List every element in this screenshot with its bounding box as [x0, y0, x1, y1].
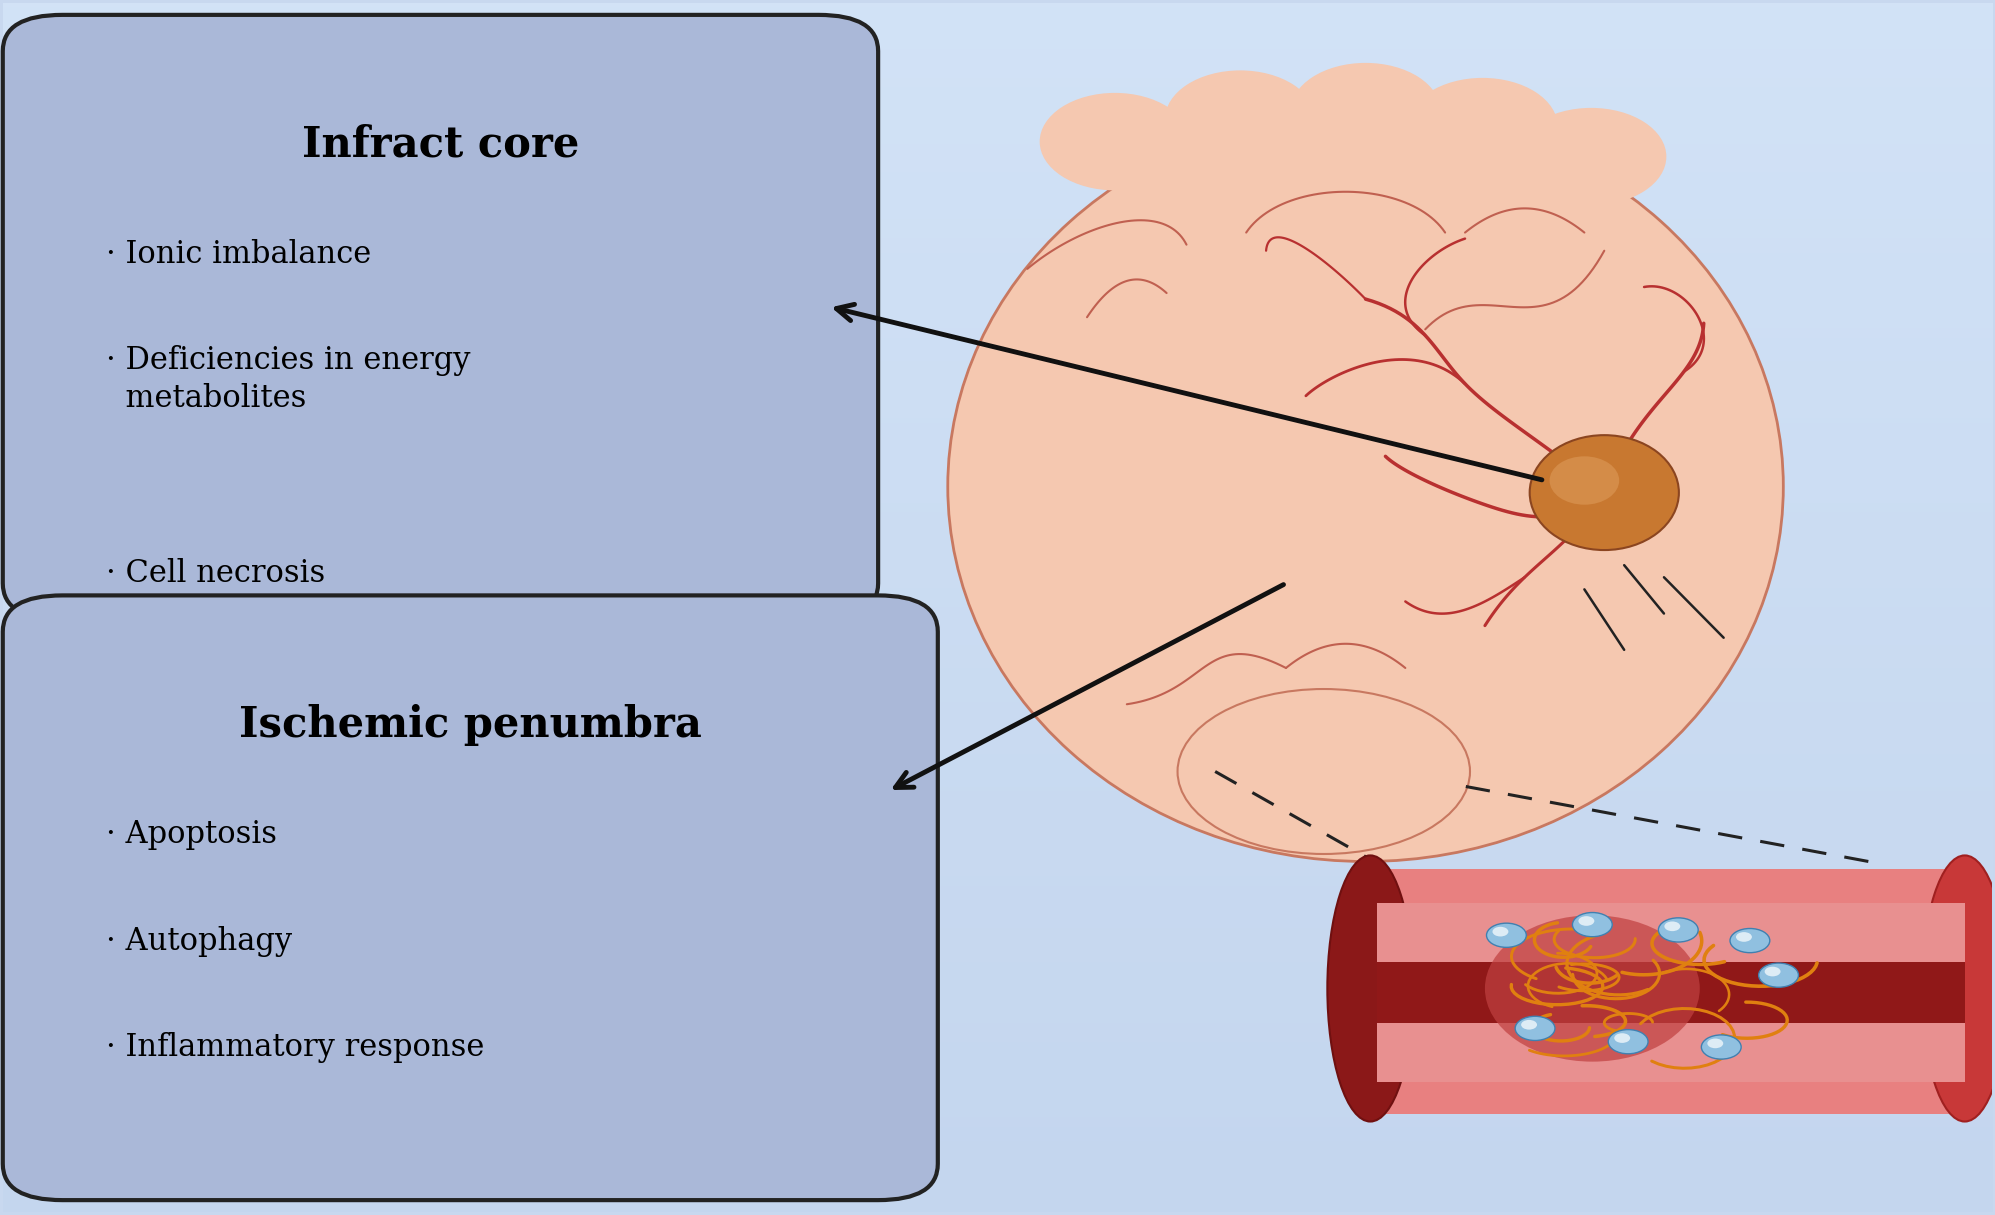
Ellipse shape [1177, 689, 1470, 854]
Circle shape [1520, 1019, 1536, 1029]
FancyBboxPatch shape [2, 595, 938, 1200]
Text: · Cell necrosis: · Cell necrosis [106, 558, 325, 589]
Circle shape [1614, 1033, 1630, 1042]
Ellipse shape [1039, 92, 1191, 191]
FancyBboxPatch shape [1377, 1023, 1965, 1081]
Text: · Ionic imbalance: · Ionic imbalance [106, 238, 371, 270]
Circle shape [1708, 1039, 1724, 1049]
Circle shape [1702, 1035, 1742, 1059]
Circle shape [1730, 928, 1770, 953]
Text: · Apoptosis: · Apoptosis [106, 819, 277, 850]
Text: Infract core: Infract core [301, 124, 579, 165]
Text: · Inflammatory response: · Inflammatory response [106, 1032, 485, 1063]
Circle shape [1486, 923, 1526, 948]
FancyBboxPatch shape [1363, 869, 1965, 1108]
Ellipse shape [1327, 855, 1412, 1121]
FancyBboxPatch shape [1363, 1055, 1965, 1113]
Circle shape [1492, 927, 1508, 937]
Circle shape [1664, 921, 1680, 931]
Ellipse shape [1165, 70, 1315, 168]
Circle shape [1608, 1029, 1648, 1053]
Ellipse shape [1530, 435, 1680, 550]
Circle shape [1760, 963, 1797, 988]
FancyBboxPatch shape [2, 15, 878, 620]
Circle shape [1658, 917, 1698, 942]
Ellipse shape [1516, 108, 1666, 205]
Ellipse shape [1484, 915, 1700, 1062]
Text: Ischemic penumbra: Ischemic penumbra [239, 705, 702, 746]
Text: · Autophagy: · Autophagy [106, 926, 293, 956]
Circle shape [1514, 1016, 1554, 1040]
FancyBboxPatch shape [1363, 869, 1965, 927]
Circle shape [1572, 912, 1612, 937]
Ellipse shape [1550, 457, 1620, 504]
Circle shape [1736, 932, 1752, 942]
Ellipse shape [1291, 63, 1440, 160]
Circle shape [1578, 916, 1594, 926]
FancyBboxPatch shape [1377, 903, 1965, 1074]
FancyBboxPatch shape [1377, 903, 1965, 962]
Ellipse shape [1921, 855, 1995, 1121]
Circle shape [1766, 967, 1782, 977]
Ellipse shape [1406, 78, 1558, 175]
Ellipse shape [948, 112, 1784, 861]
Text: · Deficiencies in energy
  metabolites: · Deficiencies in energy metabolites [106, 345, 471, 414]
